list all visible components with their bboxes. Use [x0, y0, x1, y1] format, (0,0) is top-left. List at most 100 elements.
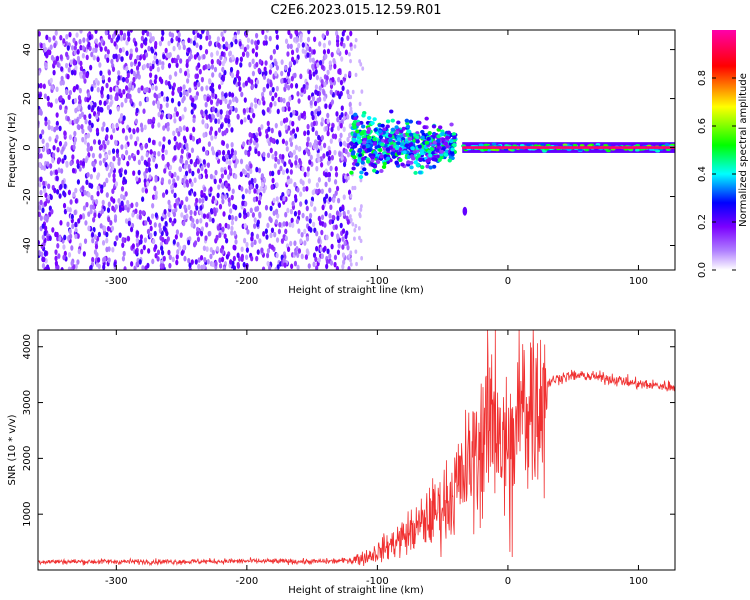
- heatmap-cell: [362, 137, 368, 142]
- heatmap-cell: [191, 136, 196, 142]
- heatmap-cell: [346, 136, 350, 143]
- heatmap-cell: [300, 231, 304, 238]
- heatmap-cell: [215, 246, 220, 252]
- heatmap-cell: [127, 154, 132, 161]
- heatmap-cell: [176, 249, 180, 255]
- heatmap-cell: [193, 210, 197, 217]
- heatmap-cell: [271, 153, 275, 160]
- heatmap-cell: [220, 91, 225, 97]
- heatmap-cell: [315, 265, 319, 270]
- heatmap-cell: [328, 65, 332, 71]
- heatmap-cell: [116, 106, 120, 112]
- heatmap-cell: [83, 238, 88, 244]
- heatmap-cell: [156, 249, 161, 256]
- heatmap-cell: [211, 72, 215, 78]
- heatmap-cell: [349, 170, 354, 175]
- heatmap-cell: [282, 97, 286, 104]
- heatmap-cell: [352, 132, 358, 137]
- heatmap-cell: [173, 135, 177, 142]
- heatmap-cell: [138, 209, 142, 216]
- heatmap-cell: [154, 85, 158, 92]
- heatmap-cell: [288, 61, 292, 67]
- heatmap-cell: [181, 97, 185, 104]
- heatmap-cell: [284, 140, 289, 146]
- heatmap-cell: [271, 86, 275, 93]
- heatmap-cell: [81, 52, 85, 59]
- heatmap-cell: [131, 85, 135, 91]
- heatmap-cell: [304, 254, 309, 260]
- heatmap-cell: [325, 30, 330, 36]
- heatmap-cell: [360, 89, 364, 94]
- heatmap-cell: [237, 80, 241, 87]
- heatmap-cell: [257, 167, 262, 174]
- heatmap-cell: [135, 241, 140, 248]
- heatmap-cell: [339, 132, 343, 139]
- heatmap-cell: [202, 213, 207, 219]
- heatmap-cell: [86, 142, 90, 148]
- heatmap-cell: [254, 148, 258, 155]
- heatmap-cell: [83, 189, 87, 196]
- heatmap-cell: [120, 144, 124, 150]
- heatmap-cell: [200, 189, 204, 196]
- heatmap-cell: [46, 49, 50, 55]
- heatmap-cell: [275, 196, 279, 202]
- heatmap-cell: [161, 64, 165, 70]
- heatmap-cell: [168, 51, 172, 58]
- heatmap-cell: [91, 237, 95, 244]
- heatmap-cell: [361, 156, 366, 161]
- heatmap-cell: [308, 57, 313, 63]
- heatmap-cell: [44, 120, 48, 127]
- heatmap-cell: [172, 239, 176, 245]
- heatmap-cell: [247, 114, 251, 121]
- heatmap-cell: [151, 84, 155, 91]
- heatmap-cell: [238, 86, 242, 92]
- heatmap-cell: [41, 138, 45, 144]
- heatmap-cell: [305, 205, 309, 212]
- heatmap-cell: [341, 204, 345, 210]
- heatmap-cell: [302, 149, 307, 156]
- heatmap-cell: [89, 264, 93, 270]
- heatmap-cell: [378, 148, 383, 153]
- heatmap-cell: [183, 106, 187, 113]
- heatmap-cell: [232, 255, 236, 262]
- heatmap-cell: [265, 30, 269, 33]
- heatmap-cell: [390, 118, 395, 123]
- heatmap-cell: [133, 58, 138, 65]
- heatmap-cell: [290, 217, 294, 224]
- heatmap-cell: [165, 189, 169, 195]
- heatmap-cell: [40, 164, 44, 171]
- heatmap-cell: [306, 129, 310, 136]
- heatmap-cell: [60, 75, 64, 82]
- heatmap-cell: [222, 266, 226, 270]
- heatmap-cell: [293, 210, 298, 217]
- heatmap-cell: [228, 50, 233, 57]
- heatmap-cell: [182, 84, 186, 90]
- heatmap-cell: [43, 200, 48, 207]
- heatmap-cell: [348, 214, 352, 219]
- heatmap-cell: [187, 257, 191, 264]
- colorbar-tick-label: 0.6: [697, 118, 708, 134]
- heatmap-cell: [55, 124, 59, 131]
- heatmap-cell: [329, 89, 333, 95]
- heatmap-cell: [55, 120, 59, 127]
- heatmap-cell: [92, 47, 96, 54]
- heatmap-cell: [289, 43, 293, 50]
- heatmap-cell: [86, 96, 90, 103]
- heatmap-cell: [320, 214, 325, 221]
- heatmap-cell: [52, 152, 56, 159]
- heatmap-cell: [306, 136, 310, 143]
- heatmap-cell: [264, 34, 268, 41]
- heatmap-cell: [260, 124, 264, 130]
- heatmap-cell: [187, 152, 192, 159]
- heatmap-cell: [125, 65, 129, 72]
- heatmap-cell: [349, 94, 353, 100]
- heatmap-cell: [216, 192, 220, 199]
- heatmap-cell: [168, 74, 172, 81]
- heatmap-cell: [227, 149, 231, 156]
- heatmap-cell: [228, 159, 232, 166]
- heatmap-cell: [190, 259, 194, 265]
- heatmap-cell: [170, 32, 175, 39]
- heatmap-cell: [113, 240, 117, 247]
- heatmap-cell: [91, 204, 96, 210]
